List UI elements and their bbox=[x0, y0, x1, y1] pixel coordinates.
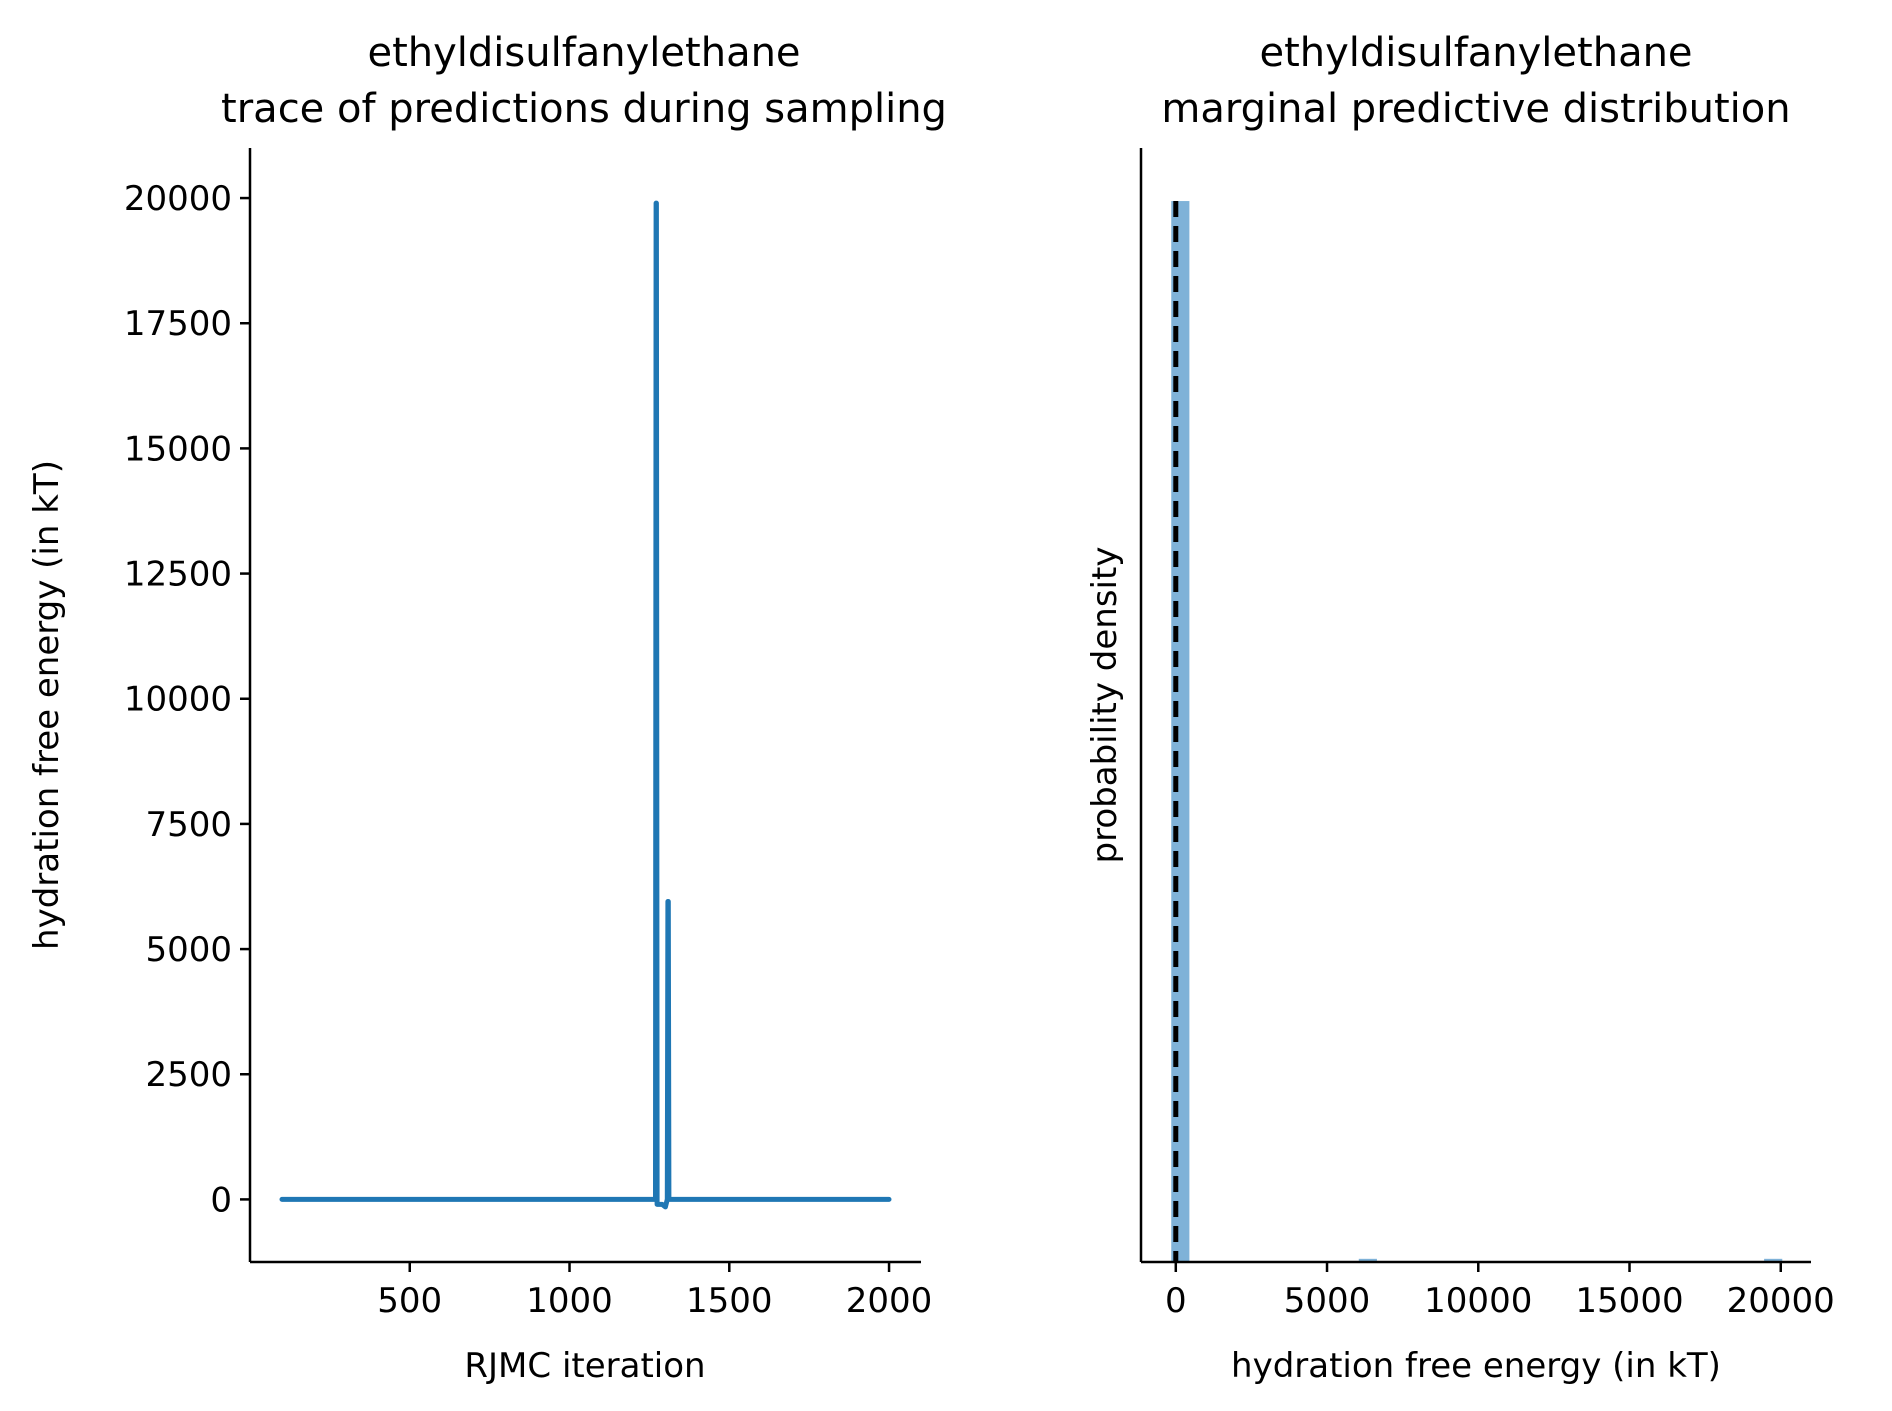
trace-title-line-2: trace of predictions during sampling bbox=[221, 86, 947, 132]
dist-x-tick-label: 0 bbox=[1165, 1281, 1187, 1321]
trace-y-tick-label: 7500 bbox=[145, 805, 232, 845]
histogram-bar bbox=[1764, 1258, 1783, 1262]
trace-y-tick-label: 12500 bbox=[124, 555, 232, 595]
trace-y-tick-label: 10000 bbox=[124, 680, 232, 720]
trace-y-tick-label: 17500 bbox=[124, 304, 232, 344]
trace-series bbox=[279, 200, 892, 1210]
trace-x-tick-label: 1500 bbox=[686, 1281, 773, 1321]
dist-x-tick-label: 10000 bbox=[1424, 1281, 1532, 1321]
distribution-panel: ethyldisulfanylethane marginal predictiv… bbox=[1085, 30, 1835, 1386]
trace-x-tick-label: 2000 bbox=[846, 1281, 933, 1321]
dist-title-line-2: marginal predictive distribution bbox=[1161, 86, 1790, 132]
histogram-bar bbox=[1358, 1258, 1377, 1262]
trace-title-line-1: ethyldisulfanylethane bbox=[367, 30, 800, 76]
dist-bars bbox=[1171, 201, 1783, 1263]
dist-x-tick-label: 15000 bbox=[1575, 1281, 1683, 1321]
trace-y-tick-label: 5000 bbox=[145, 930, 232, 970]
trace-y-axis-label: hydration free energy (in kT) bbox=[27, 460, 67, 950]
dist-x-tick-label: 5000 bbox=[1284, 1281, 1371, 1321]
trace-y-tick-label: 15000 bbox=[124, 429, 232, 469]
trace-ticks: 0 2500 5000 7500 10000 12500 15000 17500 20000 50… bbox=[124, 179, 932, 1321]
trace-y-tick-label: 2500 bbox=[145, 1055, 232, 1095]
trace-x-tick-label: 500 bbox=[377, 1281, 442, 1321]
dist-ticks: 0 5000 10000 15000 20000 bbox=[1165, 1262, 1835, 1321]
dist-x-axis-label: hydration free energy (in kT) bbox=[1231, 1346, 1721, 1386]
trace-panel: ethyldisulfanylethane trace of predictio… bbox=[27, 30, 947, 1386]
trace-x-axis-label: RJMC iteration bbox=[464, 1346, 705, 1386]
trace-y-tick-label: 0 bbox=[210, 1180, 232, 1220]
trace-x-tick-label: 1000 bbox=[526, 1281, 613, 1321]
trace-line bbox=[279, 200, 892, 1210]
dist-y-axis-label: probability density bbox=[1085, 547, 1125, 864]
dist-x-tick-label: 20000 bbox=[1727, 1281, 1835, 1321]
trace-y-tick-label: 20000 bbox=[124, 179, 232, 219]
dist-title-line-1: ethyldisulfanylethane bbox=[1259, 30, 1692, 76]
